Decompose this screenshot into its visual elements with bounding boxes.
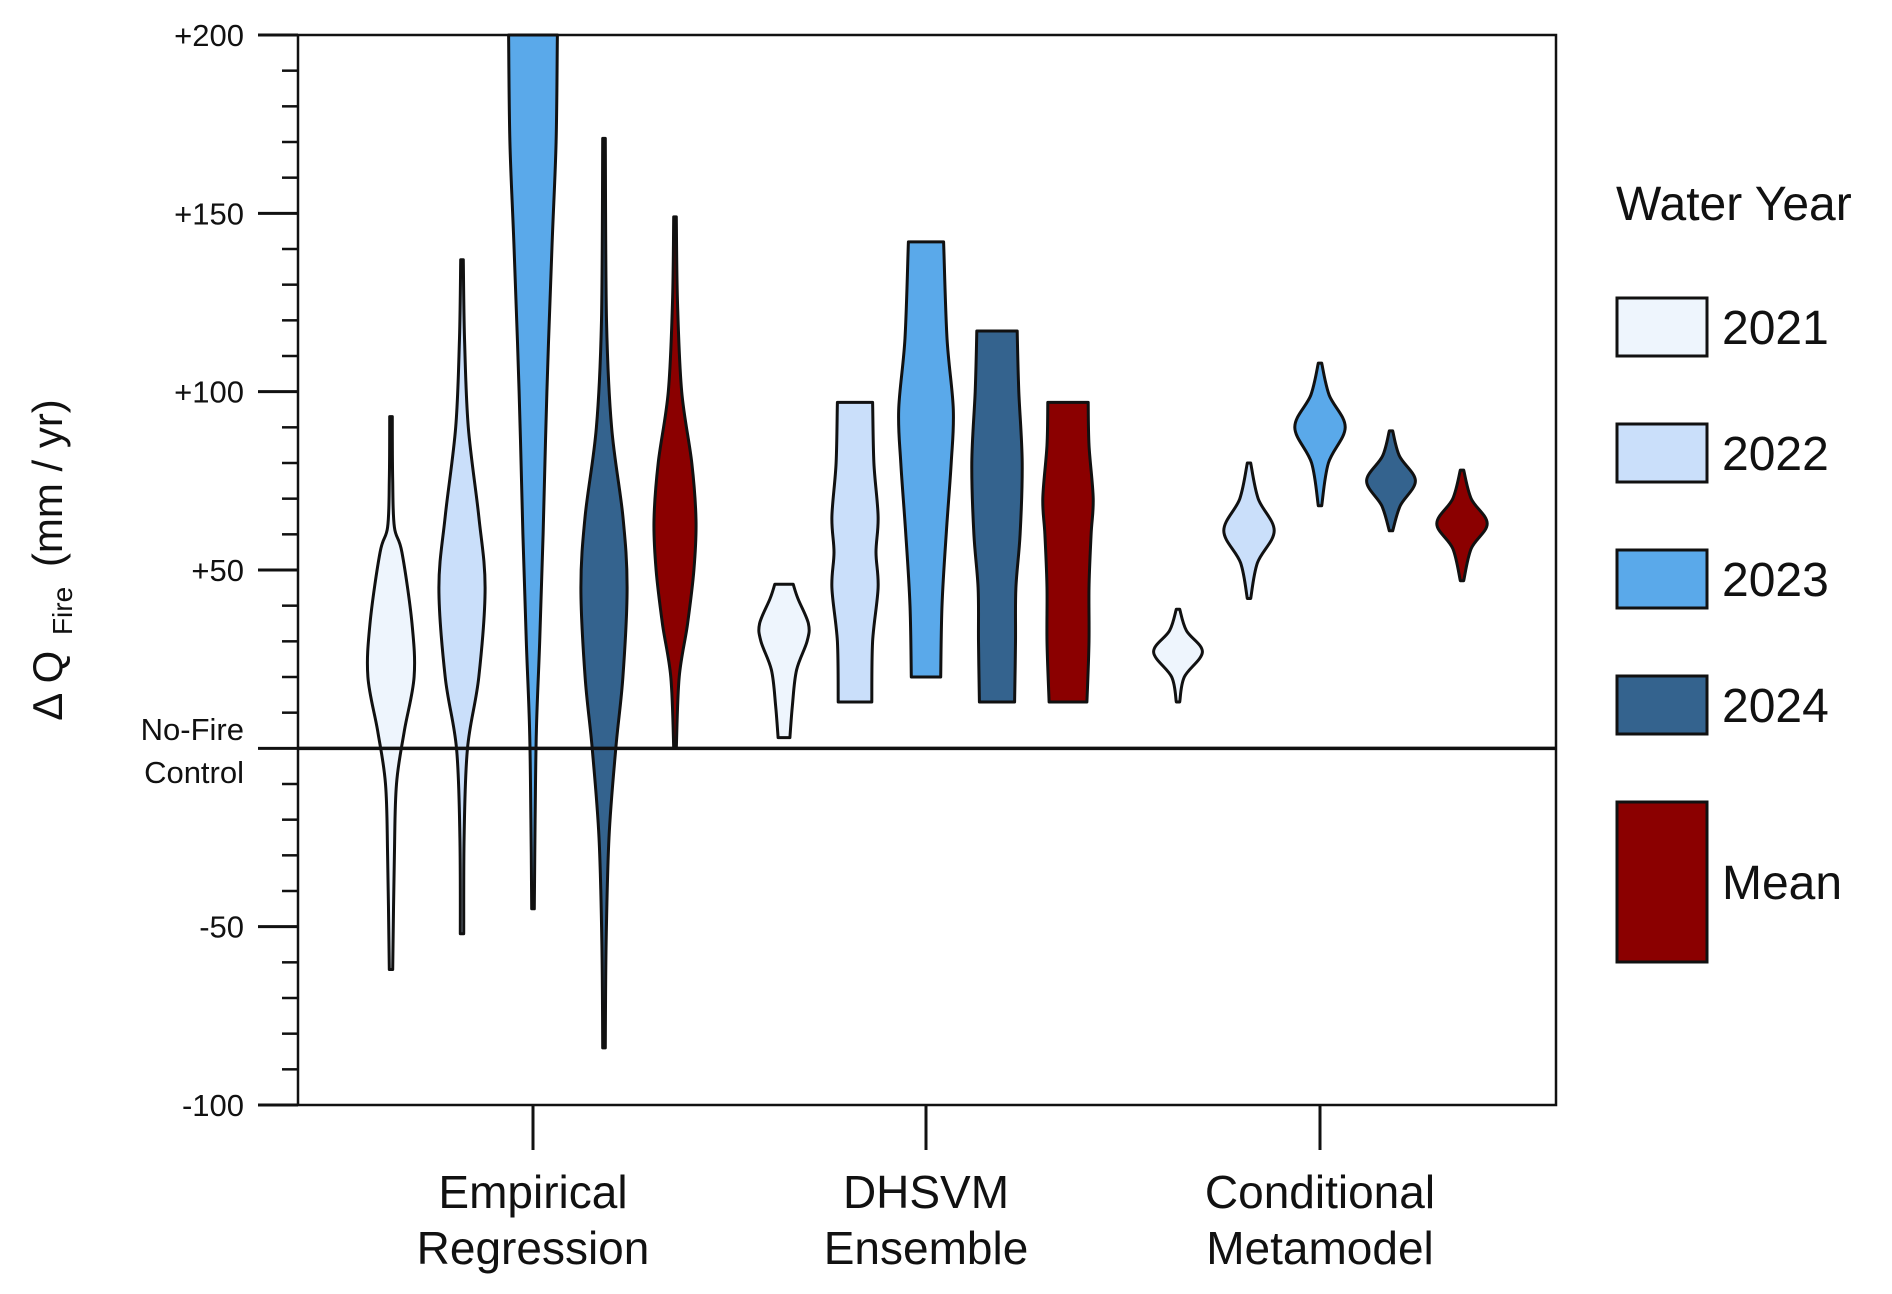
x-category-label-line1: DHSVM bbox=[843, 1166, 1009, 1218]
legend-label-2022: 2022 bbox=[1722, 428, 1829, 481]
reference-label-line2: Control bbox=[144, 755, 244, 790]
y-axis: +200 +150 +100 +50 -50 -100 bbox=[174, 18, 1556, 1123]
legend-swatch-mean bbox=[1615, 800, 1709, 964]
legend-label-2023: 2023 bbox=[1722, 554, 1829, 607]
violin-2021-cat1 bbox=[757, 582, 811, 740]
legend-swatch-2021 bbox=[1615, 296, 1709, 358]
y-tick-label: +150 bbox=[174, 196, 244, 231]
violins bbox=[365, 33, 1489, 1050]
violin-2022-cat1 bbox=[830, 400, 880, 704]
violin-mean-cat1 bbox=[1041, 400, 1095, 704]
legend-swatch-2022 bbox=[1615, 422, 1709, 484]
x-category-label-line1: Conditional bbox=[1205, 1166, 1435, 1218]
x-category-label-line2: Regression bbox=[417, 1222, 650, 1274]
violin-2022-cat2 bbox=[1222, 461, 1276, 600]
x-category-label-line2: Ensemble bbox=[824, 1222, 1029, 1274]
y-axis-title-main: Δ Q bbox=[24, 651, 71, 721]
x-category-label-line2: Metamodel bbox=[1206, 1222, 1434, 1274]
y-tick-label: +200 bbox=[174, 18, 244, 53]
legend-swatch-2024 bbox=[1615, 674, 1709, 736]
y-tick-label: +100 bbox=[174, 375, 244, 410]
violin-mean-cat2 bbox=[1435, 468, 1489, 583]
y-axis-title-sub: Fire bbox=[47, 587, 78, 635]
violin-2024-cat1 bbox=[970, 329, 1024, 704]
violin-mean-cat0 bbox=[652, 215, 698, 750]
y-axis-label: Δ Q Fire (mm / yr) bbox=[24, 399, 81, 721]
legend-label-2021: 2021 bbox=[1722, 302, 1829, 355]
x-category-label-line1: Empirical bbox=[438, 1166, 627, 1218]
y-tick-label: +50 bbox=[191, 553, 244, 588]
legend: Water Year 2021 2022 2023 2024 Mean bbox=[1615, 178, 1852, 964]
legend-label-2024: 2024 bbox=[1722, 680, 1829, 733]
violin-2024-cat0 bbox=[579, 136, 629, 1050]
y-axis-title-unit: (mm / yr) bbox=[24, 399, 71, 567]
y-axis-title: Δ Q Fire (mm / yr) bbox=[24, 399, 81, 721]
y-tick-label: -50 bbox=[199, 910, 244, 945]
violin-2023-cat2 bbox=[1293, 361, 1347, 508]
y-tick-label: -100 bbox=[182, 1088, 244, 1123]
reference-line-label: No-Fire Control bbox=[141, 712, 244, 790]
legend-title: Water Year bbox=[1616, 178, 1852, 231]
legend-swatch-2023 bbox=[1615, 548, 1709, 610]
violin-2021-cat2 bbox=[1152, 607, 1204, 704]
violin-2024-cat2 bbox=[1365, 429, 1417, 533]
violin-2022-cat0 bbox=[437, 258, 487, 936]
legend-label-mean: Mean bbox=[1722, 857, 1842, 910]
reference-label-line1: No-Fire bbox=[141, 712, 244, 747]
violin-2023-cat0 bbox=[507, 33, 559, 911]
violin-2021-cat0 bbox=[365, 415, 417, 971]
violin-2023-cat1 bbox=[897, 240, 955, 679]
